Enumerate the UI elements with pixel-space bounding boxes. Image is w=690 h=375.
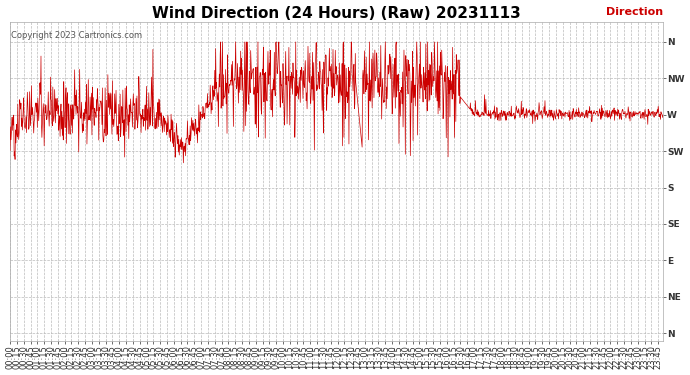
Title: Wind Direction (24 Hours) (Raw) 20231113: Wind Direction (24 Hours) (Raw) 20231113 (152, 6, 521, 21)
Text: Copyright 2023 Cartronics.com: Copyright 2023 Cartronics.com (11, 31, 143, 40)
Text: Direction: Direction (606, 7, 663, 17)
